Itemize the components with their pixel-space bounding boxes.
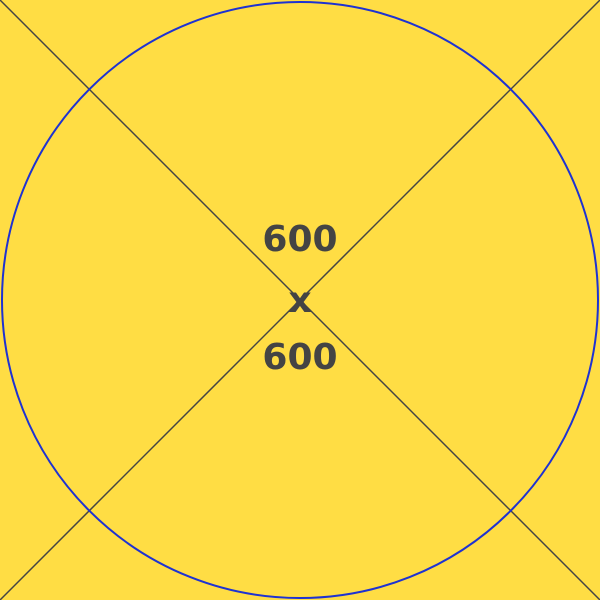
dimension-width-label: 600 [262,219,338,260]
dimension-height-label: 600 [262,337,338,378]
dimension-separator-label: x [288,280,312,321]
